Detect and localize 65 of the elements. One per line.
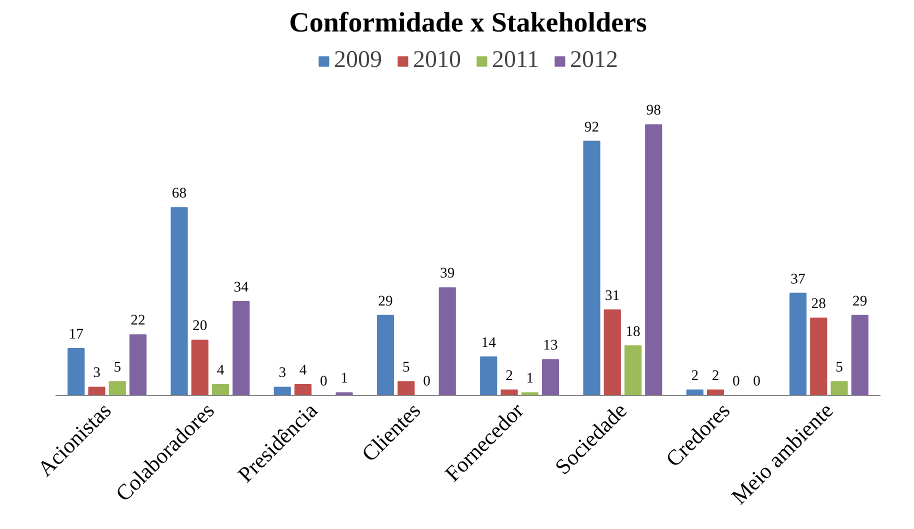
data-label: 29 [378,293,393,310]
bar [274,386,291,396]
bar [170,207,188,396]
bar [376,314,394,396]
data-label: 3 [93,365,100,382]
data-label: 3 [278,365,286,382]
bar [129,334,147,396]
bar [645,124,662,396]
data-label: 34 [234,280,250,296]
bar [521,392,538,396]
data-label: 29 [852,293,868,310]
bar [830,381,848,396]
data-label: 0 [753,374,760,390]
data-label: 39 [440,266,455,282]
data-label: 22 [130,312,146,329]
data-label: 5 [402,360,410,376]
data-label: 0 [423,374,430,390]
bar [686,389,704,396]
chart-title: Conformidade x Stakeholders [289,8,647,38]
data-label: 37 [790,271,806,288]
bar [604,309,621,396]
bar [480,356,498,396]
bar [88,386,106,396]
bar [232,301,250,396]
data-label: 28 [811,296,826,312]
bar [851,314,868,396]
bar [336,392,353,396]
data-label: 0 [732,374,740,390]
data-label: 4 [216,362,225,378]
bar [789,292,807,396]
data-label: 2 [712,368,720,384]
legend-label: 2009 [334,47,382,74]
legend-label: 2012 [570,47,618,74]
bar [294,384,312,396]
data-label: 4 [299,362,308,378]
bar [542,359,560,396]
bar [398,381,415,396]
data-label: 1 [526,370,534,387]
data-label: 18 [626,324,640,340]
data-label: 17 [68,326,84,343]
data-label: 13 [543,338,558,354]
data-label: 0 [320,374,328,390]
bar [212,384,230,396]
bar [810,318,828,396]
data-label: 92 [584,119,600,136]
bar [68,348,85,396]
data-label: 2 [691,368,699,384]
data-label: 98 [646,102,661,119]
data-label: 31 [605,288,620,304]
bar [583,140,600,396]
bar [191,340,208,396]
data-label: 68 [172,186,187,202]
bar [624,345,642,396]
bar [108,381,126,396]
data-label: 5 [836,360,843,376]
data-label: 14 [481,334,497,351]
data-label: 1 [340,370,348,387]
legend-label: 2010 [412,47,461,74]
legend-label: 2011 [492,47,540,74]
data-label: 5 [114,360,122,376]
bar [438,287,456,396]
data-label: 2 [506,368,513,384]
bar [706,389,724,396]
bar [500,389,518,396]
data-label: 20 [192,318,208,334]
